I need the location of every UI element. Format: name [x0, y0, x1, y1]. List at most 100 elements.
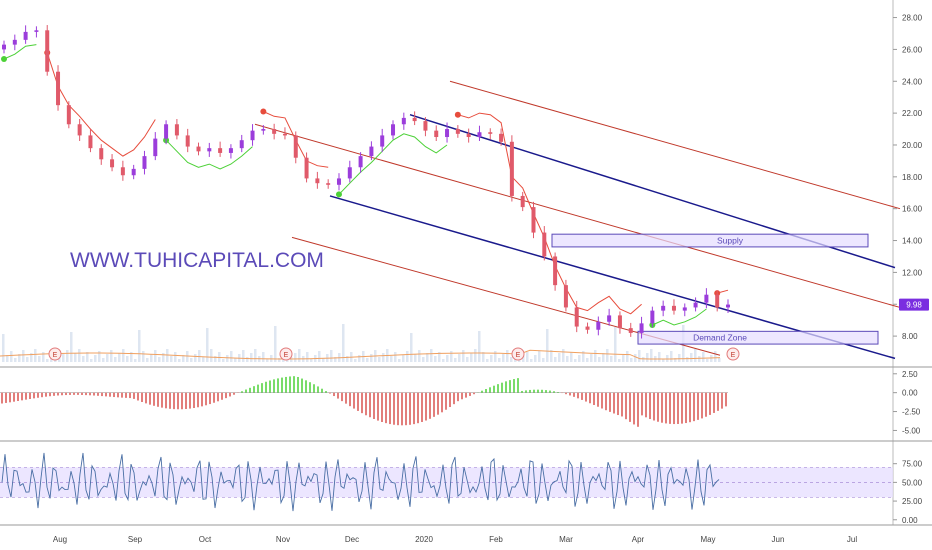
- volume-bar: [250, 353, 253, 362]
- rsi-tick-label: 50.00: [902, 478, 923, 487]
- volume-bar: [498, 358, 501, 362]
- volume-bar: [442, 359, 445, 362]
- volume-bar: [170, 356, 173, 362]
- volume-bar: [90, 359, 93, 362]
- volume-bar: [162, 353, 165, 362]
- volume-bar: [166, 349, 169, 362]
- candle-body: [88, 135, 93, 149]
- candle-body: [726, 304, 730, 308]
- volume-bar: [130, 352, 133, 362]
- volume-bar: [390, 356, 393, 362]
- volume-bar: [490, 355, 493, 362]
- trailing-stop-line: [165, 139, 253, 170]
- volume-bar: [438, 352, 441, 362]
- price-tick-label: 12.00: [902, 268, 923, 277]
- candle-body: [445, 129, 450, 138]
- candle-body: [391, 124, 396, 136]
- candle-body: [228, 148, 233, 153]
- volume-bar: [254, 349, 257, 362]
- candle-body: [250, 130, 255, 141]
- rsi-tick-label: 0.00: [902, 516, 918, 525]
- channel-line-upper: [449, 80, 901, 210]
- volume-bar: [174, 352, 177, 362]
- volume-bar: [278, 358, 281, 362]
- volume-bar: [382, 353, 385, 362]
- supply-zone: [551, 233, 869, 248]
- volume-bar: [298, 349, 301, 362]
- volume-bar: [322, 358, 325, 362]
- volume-bar: [66, 350, 69, 362]
- volume-bar: [626, 351, 629, 362]
- candle-body: [574, 307, 579, 327]
- volume-bar: [614, 327, 617, 362]
- candle-body: [164, 124, 169, 139]
- month-tick-label: Apr: [632, 535, 645, 544]
- candle-body: [196, 146, 201, 152]
- month-tick-label: Oct: [199, 535, 212, 544]
- volume-bar: [70, 332, 73, 362]
- month-tick-label: 2020: [415, 535, 433, 544]
- volume-bar: [30, 353, 33, 362]
- volume-bar: [430, 349, 433, 362]
- rsi-line: [1, 452, 720, 512]
- volume-bar: [206, 328, 209, 362]
- volume-bar: [450, 351, 453, 362]
- volume-bar: [502, 354, 505, 362]
- volume-bar: [694, 349, 697, 362]
- volume-bar: [718, 358, 721, 362]
- volume-bar: [226, 355, 229, 362]
- candle-body: [45, 30, 50, 72]
- candle-body: [326, 183, 331, 185]
- price-tick-label: 24.00: [902, 77, 923, 86]
- candle-body: [282, 133, 287, 136]
- candle-body: [423, 121, 428, 131]
- candle-body: [401, 117, 406, 125]
- volume-bar: [366, 358, 369, 362]
- volume-bar: [522, 356, 525, 362]
- trailing-stop-dot: [335, 191, 342, 198]
- volume-bar: [402, 355, 405, 362]
- candle-body: [358, 156, 363, 168]
- volume-bar: [290, 357, 293, 362]
- candle-body: [56, 71, 61, 106]
- volume-bar: [702, 352, 705, 362]
- volume-bar: [38, 356, 41, 362]
- volume-bar: [574, 359, 577, 362]
- volume-bar: [610, 356, 613, 362]
- watermark-text: WWW.TUHICAPITAL.COM: [70, 249, 324, 272]
- volume-bar: [262, 352, 265, 362]
- volume-bar: [102, 358, 105, 362]
- earnings-marker-label: E: [53, 352, 58, 359]
- volume-bar: [74, 353, 77, 362]
- month-tick-label: Dec: [345, 535, 359, 544]
- price-tick-label: 8.00: [902, 332, 918, 341]
- volume-bar: [622, 355, 625, 362]
- month-tick-label: Nov: [276, 535, 290, 544]
- volume-bar: [22, 350, 25, 362]
- price-axis-gutter: [893, 0, 932, 550]
- candle-body: [110, 159, 115, 168]
- volume-bar: [550, 350, 553, 362]
- month-tick-label: Feb: [489, 535, 503, 544]
- volume-bar: [650, 349, 653, 362]
- volume-bar: [318, 351, 321, 362]
- volume-bar: [398, 359, 401, 362]
- volume-bar: [478, 331, 481, 362]
- candle-body: [23, 31, 28, 40]
- candle-body: [715, 294, 720, 308]
- earnings-marker: [279, 347, 293, 361]
- volume-bar: [414, 354, 417, 362]
- volume-bar: [534, 355, 537, 362]
- volume-bar: [570, 352, 573, 362]
- volume-bar: [466, 357, 469, 362]
- volume-bar: [310, 359, 313, 362]
- candle-body: [704, 294, 709, 303]
- price-tick-label: 18.00: [902, 173, 923, 182]
- candle-body: [509, 141, 514, 196]
- volume-bar: [14, 358, 17, 362]
- volume-bar: [458, 354, 461, 362]
- volume-bar: [222, 359, 225, 362]
- volume-bar: [710, 355, 713, 362]
- volume-bar: [494, 351, 497, 362]
